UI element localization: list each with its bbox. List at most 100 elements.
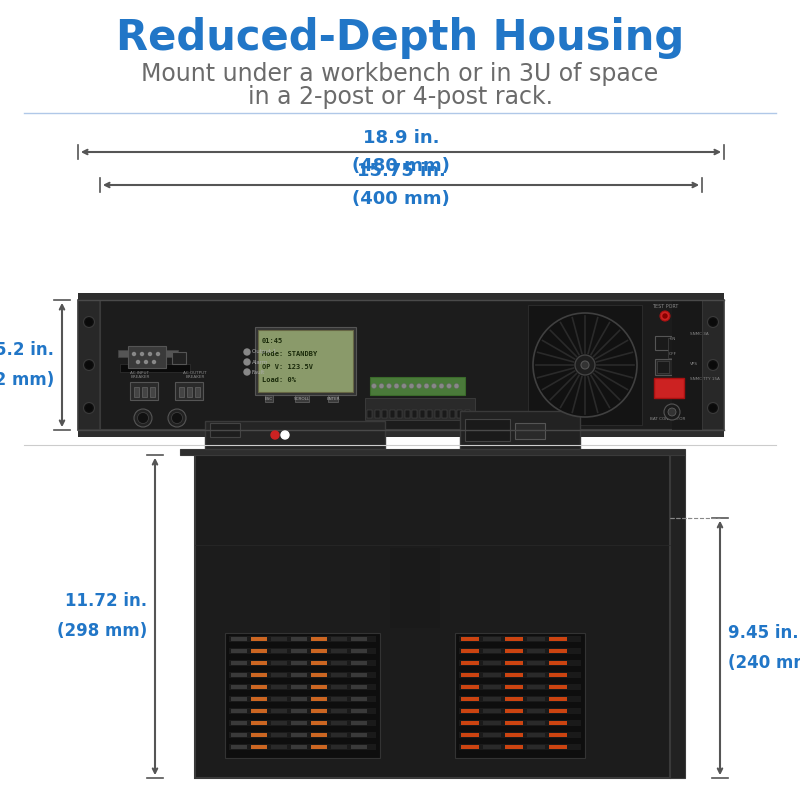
Bar xyxy=(231,685,247,689)
Bar xyxy=(351,697,367,701)
Bar xyxy=(527,637,545,641)
Bar xyxy=(461,709,479,713)
Bar xyxy=(291,721,307,725)
Bar xyxy=(505,637,523,641)
Bar xyxy=(527,709,545,713)
Bar xyxy=(311,685,327,689)
Bar xyxy=(483,745,501,749)
Text: Load: 0%: Load: 0% xyxy=(262,377,296,383)
Circle shape xyxy=(707,402,718,414)
Bar xyxy=(271,649,287,653)
Bar xyxy=(120,364,190,372)
Text: (480 mm): (480 mm) xyxy=(352,157,450,175)
Circle shape xyxy=(379,383,384,389)
Bar xyxy=(483,697,501,701)
Bar xyxy=(459,708,581,714)
Bar xyxy=(180,449,685,455)
Bar xyxy=(483,721,501,725)
Bar xyxy=(229,684,376,690)
Bar xyxy=(231,649,247,653)
Text: 15.75 in.: 15.75 in. xyxy=(357,162,446,180)
Bar xyxy=(231,697,247,701)
Bar xyxy=(505,661,523,665)
Text: VPS: VPS xyxy=(690,362,698,366)
Text: 9.45 in.: 9.45 in. xyxy=(728,624,798,642)
Circle shape xyxy=(134,409,152,427)
Bar xyxy=(331,745,347,749)
Circle shape xyxy=(402,383,406,389)
Bar xyxy=(271,637,287,641)
Bar xyxy=(434,410,439,418)
Bar xyxy=(427,410,432,418)
Bar xyxy=(328,395,338,402)
Bar xyxy=(483,649,501,653)
Text: Mount under a workbench or in 3U of space: Mount under a workbench or in 3U of spac… xyxy=(142,62,658,86)
Bar xyxy=(459,648,581,654)
Bar xyxy=(195,387,200,397)
Bar xyxy=(367,410,372,418)
Bar xyxy=(251,649,267,653)
Text: (298 mm): (298 mm) xyxy=(57,622,147,641)
Bar xyxy=(405,410,410,418)
Bar xyxy=(331,685,347,689)
Bar xyxy=(271,721,287,725)
Bar xyxy=(179,387,184,397)
Text: AC INPUT: AC INPUT xyxy=(130,371,150,375)
Circle shape xyxy=(409,383,414,389)
Bar xyxy=(461,697,479,701)
Text: BAT CONNECTOR: BAT CONNECTOR xyxy=(650,417,686,421)
Text: SNMC TTY 15A: SNMC TTY 15A xyxy=(690,377,720,381)
Bar xyxy=(251,661,267,665)
Bar xyxy=(134,387,139,397)
Bar xyxy=(271,697,287,701)
Bar xyxy=(668,338,678,358)
Bar xyxy=(527,661,545,665)
Text: Reduced-Depth Housing: Reduced-Depth Housing xyxy=(116,17,684,59)
Bar xyxy=(655,336,680,350)
Bar xyxy=(549,685,567,689)
Bar xyxy=(483,673,501,677)
Bar xyxy=(527,733,545,737)
Bar xyxy=(460,411,580,449)
Bar xyxy=(483,709,501,713)
Bar xyxy=(295,395,309,402)
Bar xyxy=(229,696,376,702)
Circle shape xyxy=(145,361,147,363)
Text: TEST PORT: TEST PORT xyxy=(652,304,678,309)
Bar xyxy=(527,721,545,725)
Bar xyxy=(229,744,376,750)
Circle shape xyxy=(417,383,422,389)
Circle shape xyxy=(149,353,151,355)
Bar xyxy=(291,745,307,749)
Bar xyxy=(205,421,385,449)
Bar xyxy=(331,673,347,677)
Bar xyxy=(311,709,327,713)
Bar xyxy=(130,382,158,400)
Bar xyxy=(231,673,247,677)
Bar xyxy=(465,419,510,441)
Bar xyxy=(527,745,545,749)
Bar xyxy=(231,733,247,737)
Bar xyxy=(231,745,247,749)
Bar xyxy=(291,661,307,665)
Bar xyxy=(549,637,567,641)
Bar xyxy=(459,660,581,666)
Bar xyxy=(229,648,376,654)
Bar xyxy=(271,661,287,665)
Bar xyxy=(419,410,425,418)
Bar xyxy=(461,685,479,689)
Circle shape xyxy=(86,319,92,325)
Bar xyxy=(657,361,669,373)
Text: (132 mm): (132 mm) xyxy=(0,371,54,389)
Bar xyxy=(459,732,581,738)
Bar xyxy=(461,637,479,641)
Bar xyxy=(351,745,367,749)
Bar xyxy=(311,673,327,677)
Circle shape xyxy=(446,383,451,389)
Bar xyxy=(229,708,376,714)
Circle shape xyxy=(83,359,94,370)
Bar xyxy=(351,637,367,641)
Circle shape xyxy=(168,409,186,427)
Bar xyxy=(251,721,267,725)
Bar xyxy=(251,733,267,737)
